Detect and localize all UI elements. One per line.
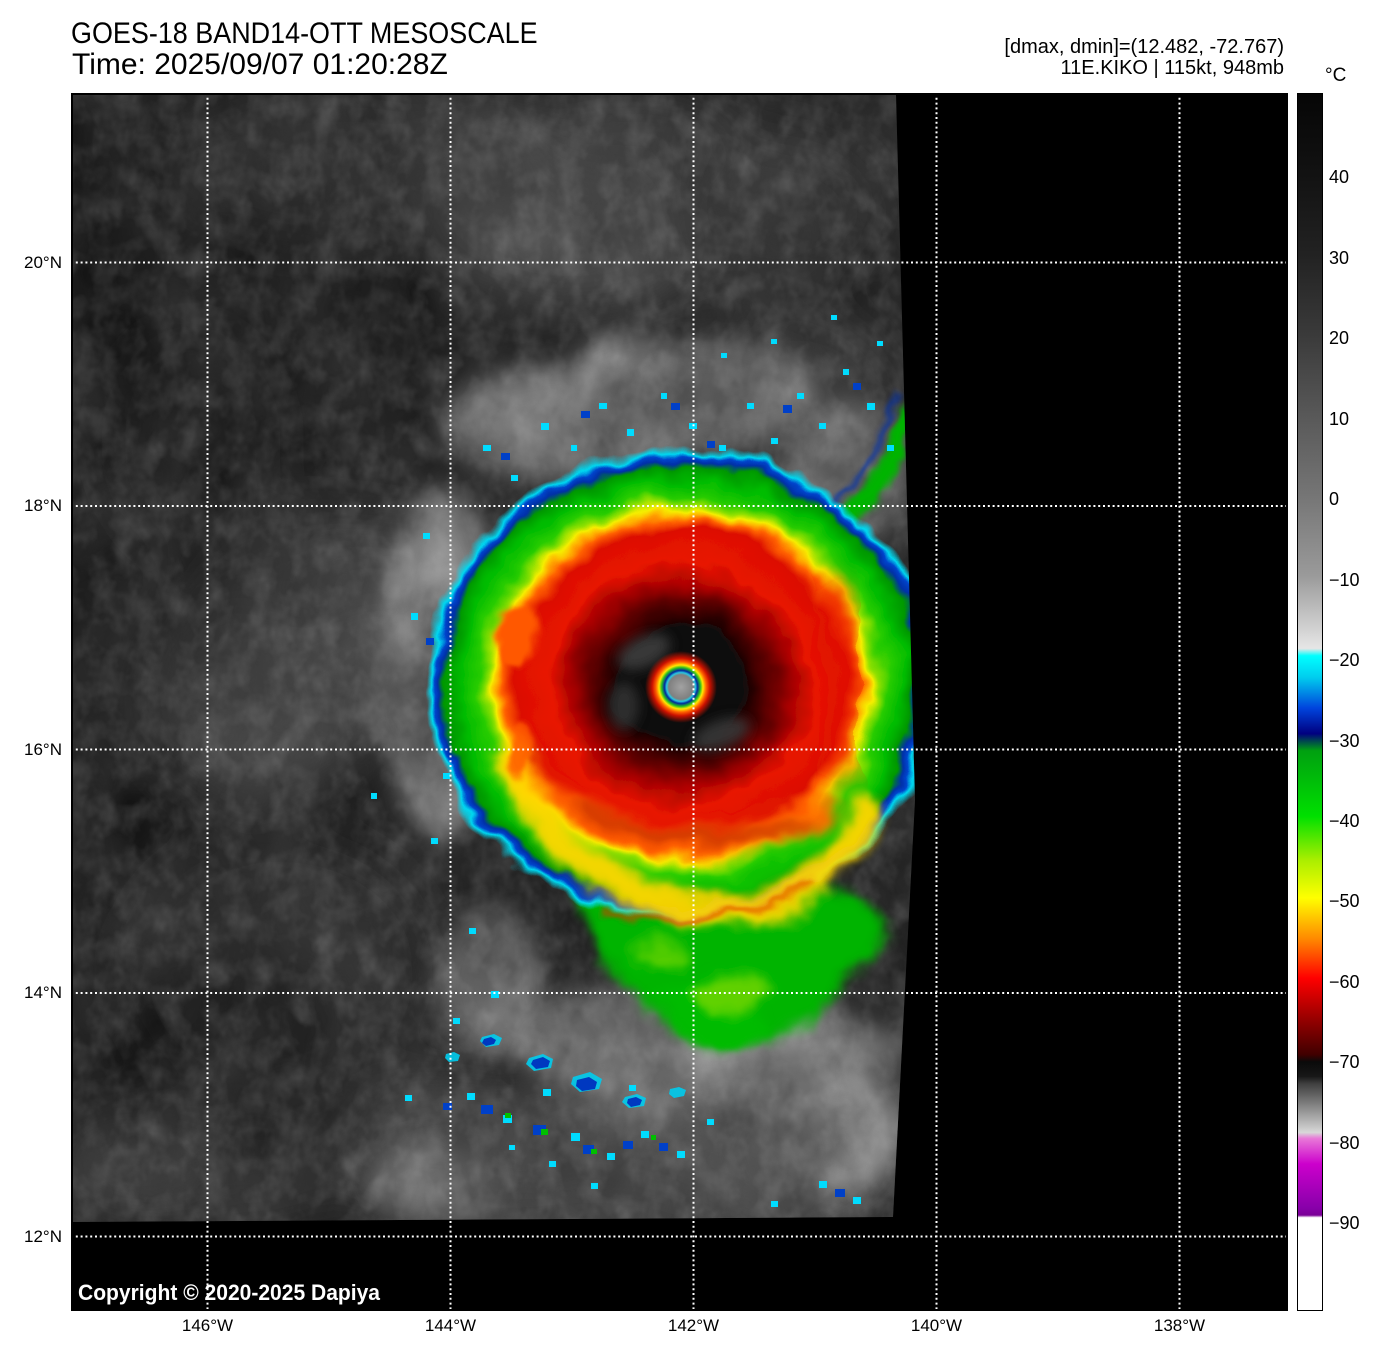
svg-text:Copyright © 2020-2025 Dapiya: Copyright © 2020-2025 Dapiya — [78, 1280, 381, 1305]
